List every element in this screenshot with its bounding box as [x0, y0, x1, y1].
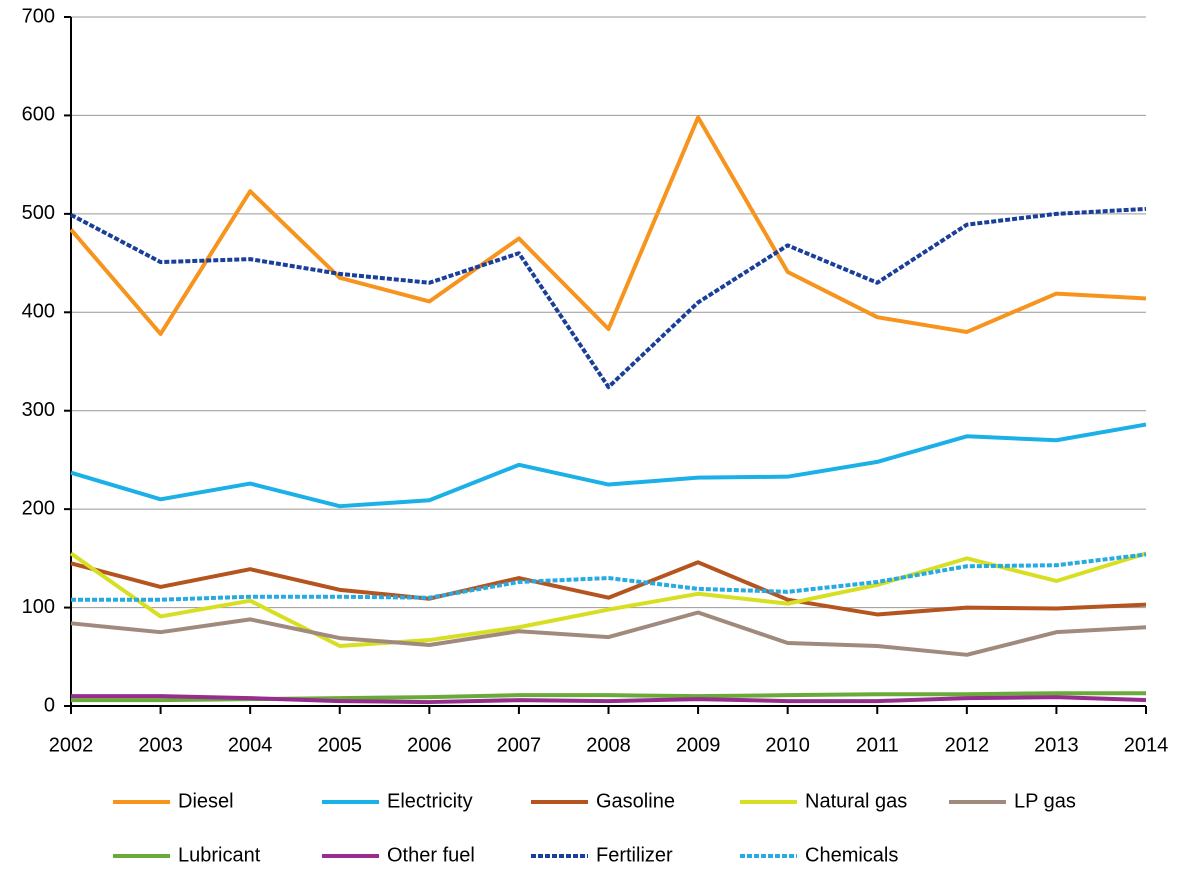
x-tick-label: 2008	[586, 734, 631, 756]
y-tick-label: 0	[44, 694, 55, 716]
series-line	[71, 552, 1147, 602]
x-tick-label: 2005	[318, 734, 363, 756]
legend-label: Lubricant	[178, 844, 261, 866]
series-line	[70, 610, 1147, 657]
x-tick-label: 2009	[676, 734, 721, 756]
x-tick-label: 2013	[1034, 734, 1079, 756]
x-tick-label: 2010	[765, 734, 810, 756]
x-tick-label: 2011	[856, 734, 899, 756]
legend-label: Chemicals	[805, 844, 898, 866]
series-line	[70, 422, 1147, 509]
legend-label: Fertilizer	[596, 844, 673, 866]
y-tick-label: 100	[22, 596, 55, 618]
series-line	[71, 694, 1147, 705]
series-line	[69, 115, 1147, 336]
series-line	[70, 560, 1147, 617]
series-line	[69, 551, 1147, 648]
x-tick-label: 2012	[945, 734, 990, 756]
x-tick-label: 2004	[228, 734, 273, 756]
y-tick-label: 700	[22, 5, 55, 27]
x-tick-label: 2003	[138, 734, 183, 756]
legend-label: Natural gas	[805, 790, 907, 812]
x-tick-label: 2006	[407, 734, 452, 756]
x-tick-label: 2007	[497, 734, 542, 756]
legend-label: Gasoline	[596, 790, 675, 812]
y-tick-label: 600	[22, 104, 55, 126]
x-tick-label: 2002	[49, 734, 94, 756]
y-tick-label: 500	[22, 202, 55, 224]
legend-label: Other fuel	[387, 844, 475, 866]
y-tick-label: 400	[22, 301, 55, 323]
legend-label: Diesel	[178, 790, 234, 812]
series-line	[70, 206, 1147, 390]
y-tick-label: 300	[22, 399, 55, 421]
x-tick-label: 2014	[1124, 734, 1169, 756]
legend-label: Electricity	[387, 790, 473, 812]
legend-label: LP gas	[1014, 790, 1076, 812]
y-tick-label: 200	[22, 497, 55, 519]
